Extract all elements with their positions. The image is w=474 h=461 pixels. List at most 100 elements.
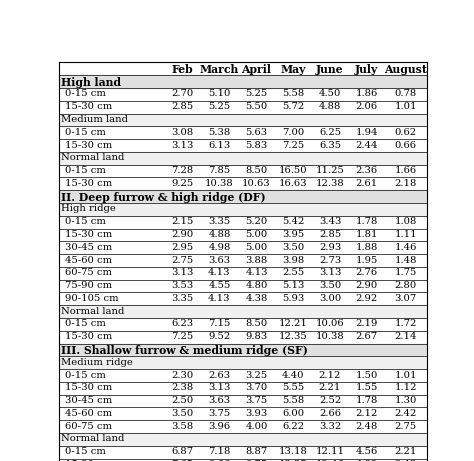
Text: 12.35: 12.35 <box>279 332 308 341</box>
Text: 5.93: 5.93 <box>282 294 304 303</box>
Text: 7.18: 7.18 <box>208 447 231 456</box>
Text: 3.50: 3.50 <box>171 409 193 418</box>
Text: 6.22: 6.22 <box>282 422 304 431</box>
Text: 2.21: 2.21 <box>319 383 341 392</box>
Text: 5.72: 5.72 <box>282 102 304 111</box>
Text: 0.62: 0.62 <box>395 128 417 137</box>
Text: 13.35: 13.35 <box>279 460 308 461</box>
Text: 2.12: 2.12 <box>319 371 341 379</box>
Text: 0-15 cm: 0-15 cm <box>65 89 106 98</box>
Text: 3.75: 3.75 <box>246 396 268 405</box>
Text: III. Shallow furrow & medium ridge (SF): III. Shallow furrow & medium ridge (SF) <box>61 345 308 356</box>
Text: 3.25: 3.25 <box>246 371 268 379</box>
Text: Medium land: Medium land <box>61 115 128 124</box>
Text: 1.94: 1.94 <box>356 128 378 137</box>
Text: 3.88: 3.88 <box>246 255 268 265</box>
Text: 3.32: 3.32 <box>319 422 341 431</box>
Text: 1.95: 1.95 <box>356 255 378 265</box>
Text: 5.25: 5.25 <box>246 89 268 98</box>
Text: 3.63: 3.63 <box>209 255 230 265</box>
Text: 15-30 cm: 15-30 cm <box>65 332 112 341</box>
Text: 7.15: 7.15 <box>208 319 231 328</box>
Text: 15-30 cm: 15-30 cm <box>65 230 112 239</box>
Text: March: March <box>200 64 239 75</box>
Text: 1.81: 1.81 <box>356 230 378 239</box>
Text: 7.00: 7.00 <box>282 128 304 137</box>
Text: 2.55: 2.55 <box>282 268 304 278</box>
Text: 2.92: 2.92 <box>356 294 378 303</box>
Text: 2.52: 2.52 <box>319 396 341 405</box>
Text: 12.38: 12.38 <box>316 179 345 188</box>
Text: 5.00: 5.00 <box>246 243 268 252</box>
Text: 16.63: 16.63 <box>279 179 308 188</box>
Text: 1.88: 1.88 <box>356 243 378 252</box>
Text: Normal land: Normal land <box>61 154 125 162</box>
Text: 4.56: 4.56 <box>356 447 378 456</box>
Text: 6.23: 6.23 <box>171 319 193 328</box>
Text: 4.13: 4.13 <box>208 268 231 278</box>
Text: 3.00: 3.00 <box>319 294 341 303</box>
Text: 60-75 cm: 60-75 cm <box>65 268 112 278</box>
Text: 5.55: 5.55 <box>282 383 304 392</box>
Text: 5.63: 5.63 <box>246 128 268 137</box>
Text: 0.78: 0.78 <box>395 89 417 98</box>
Text: 4.50: 4.50 <box>319 89 341 98</box>
Text: 90-105 cm: 90-105 cm <box>65 294 118 303</box>
Text: 8.87: 8.87 <box>246 447 268 456</box>
Text: Medium ridge: Medium ridge <box>61 358 133 367</box>
Text: 3.53: 3.53 <box>171 281 193 290</box>
Text: 11.25: 11.25 <box>316 166 345 175</box>
Text: 75-90 cm: 75-90 cm <box>65 281 112 290</box>
Text: 1.50: 1.50 <box>356 371 378 379</box>
Bar <box>59 152 427 165</box>
Text: 0-15 cm: 0-15 cm <box>65 128 106 137</box>
Text: 5.83: 5.83 <box>246 141 268 149</box>
Text: 3.13: 3.13 <box>171 268 193 278</box>
Text: 9.66: 9.66 <box>209 460 230 461</box>
Text: 2.30: 2.30 <box>171 371 193 379</box>
Text: 2.70: 2.70 <box>171 89 193 98</box>
Text: 0-15 cm: 0-15 cm <box>65 371 106 379</box>
Text: 5.20: 5.20 <box>246 217 268 226</box>
Text: 3.98: 3.98 <box>282 255 304 265</box>
Text: 0-15 cm: 0-15 cm <box>65 319 106 328</box>
Text: 4.55: 4.55 <box>208 281 231 290</box>
Text: 2.80: 2.80 <box>395 281 417 290</box>
Text: 1.48: 1.48 <box>394 255 417 265</box>
Text: 10.63: 10.63 <box>242 179 271 188</box>
Text: 2.43: 2.43 <box>395 460 417 461</box>
Text: 0.66: 0.66 <box>395 141 417 149</box>
Text: 2.18: 2.18 <box>395 179 417 188</box>
Text: 6.25: 6.25 <box>319 128 341 137</box>
Bar <box>59 113 427 126</box>
Text: 8.50: 8.50 <box>246 166 268 175</box>
Text: 30-45 cm: 30-45 cm <box>65 396 112 405</box>
Text: 4.88: 4.88 <box>319 102 341 111</box>
Text: 4.88: 4.88 <box>208 230 231 239</box>
Text: High ridge: High ridge <box>61 204 116 213</box>
Text: 2.38: 2.38 <box>171 383 193 392</box>
Text: 16.50: 16.50 <box>279 166 308 175</box>
Text: 12.11: 12.11 <box>316 447 345 456</box>
Text: 2.36: 2.36 <box>356 166 378 175</box>
Text: 3.63: 3.63 <box>209 396 230 405</box>
Text: 3.58: 3.58 <box>171 422 193 431</box>
Text: 2.44: 2.44 <box>356 141 378 149</box>
Bar <box>59 356 427 369</box>
Text: 2.63: 2.63 <box>209 371 230 379</box>
Text: 4.00: 4.00 <box>246 422 268 431</box>
Text: 4.80: 4.80 <box>246 281 268 290</box>
Text: 3.35: 3.35 <box>208 217 230 226</box>
Text: Normal land: Normal land <box>61 434 125 443</box>
Text: 1.66: 1.66 <box>395 166 417 175</box>
Text: 7.85: 7.85 <box>208 166 230 175</box>
Text: May: May <box>281 64 306 75</box>
Text: 7.28: 7.28 <box>171 166 193 175</box>
Text: 2.93: 2.93 <box>319 243 341 252</box>
Text: 5.13: 5.13 <box>282 281 304 290</box>
Text: 3.35: 3.35 <box>171 294 193 303</box>
Text: 2.48: 2.48 <box>356 422 378 431</box>
Text: 2.14: 2.14 <box>394 332 417 341</box>
Text: 4.40: 4.40 <box>282 371 304 379</box>
Text: 2.50: 2.50 <box>171 396 193 405</box>
